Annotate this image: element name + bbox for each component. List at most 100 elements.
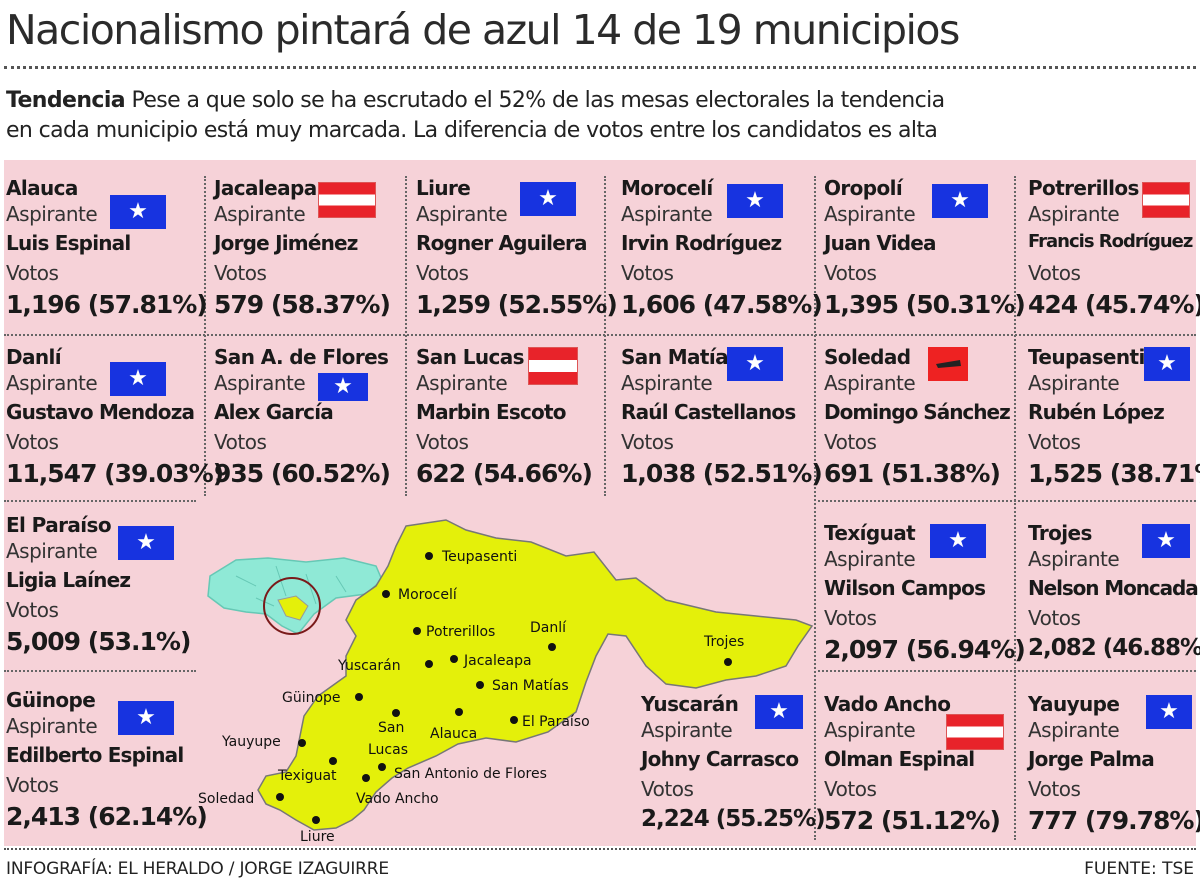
nacional-flag-icon: ★ bbox=[110, 362, 166, 396]
votos-label: Votos bbox=[641, 777, 694, 801]
candidate-name: Johny Carrasco bbox=[641, 747, 799, 771]
votos-label: Votos bbox=[1028, 430, 1081, 454]
column-divider bbox=[204, 176, 206, 496]
votos-label: Votos bbox=[621, 261, 674, 285]
vote-count: 572 (51.12%) bbox=[824, 806, 1001, 835]
candidate-name: Juan Videa bbox=[824, 231, 937, 255]
row-divider bbox=[818, 670, 1196, 672]
vote-count: 1,259 (52.55%) bbox=[416, 290, 618, 319]
map-label: San Matías bbox=[492, 678, 569, 694]
nacional-flag-icon: ★ bbox=[932, 184, 988, 218]
municipality-name: Oropolí bbox=[824, 176, 903, 200]
map-label: Teupasenti bbox=[441, 549, 517, 565]
nacional-flag-icon: ★ bbox=[1146, 695, 1192, 729]
row-divider bbox=[4, 334, 1196, 336]
column-divider bbox=[405, 176, 407, 496]
candidate-name: Alex García bbox=[214, 400, 334, 424]
nacional-flag-icon: ★ bbox=[755, 695, 803, 729]
intro-lead: Tendencia bbox=[6, 88, 126, 113]
municipality-name: Yuscarán bbox=[641, 692, 739, 716]
map-label: Alauca bbox=[430, 726, 477, 742]
liberal-flag-icon bbox=[1142, 182, 1190, 218]
votos-label: Votos bbox=[6, 261, 59, 285]
votos-label: Votos bbox=[621, 430, 674, 454]
votos-label: Votos bbox=[214, 430, 267, 454]
municipality-name: Liure bbox=[416, 176, 471, 200]
candidate-name: Marbin Escoto bbox=[416, 400, 567, 424]
vote-count: 424 (45.74%) bbox=[1028, 290, 1200, 319]
candidate-name: Ligia Laínez bbox=[6, 568, 131, 592]
page-title: Nacionalismo pintará de azul 14 de 19 mu… bbox=[6, 6, 960, 54]
vote-count: 11,547 (39.03%) bbox=[6, 459, 224, 488]
candidate-name: Edilberto Espinal bbox=[6, 743, 184, 767]
candidate-name: Irvin Rodríguez bbox=[621, 231, 782, 255]
votos-label: Votos bbox=[214, 261, 267, 285]
aspirante-label: Aspirante bbox=[621, 202, 713, 226]
map-label: Jacaleapa bbox=[463, 653, 532, 669]
map-label: Soledad bbox=[198, 791, 254, 807]
municipality-name: Danlí bbox=[6, 345, 62, 369]
aspirante-label: Aspirante bbox=[6, 539, 98, 563]
map-label: Güinope bbox=[282, 690, 341, 706]
nacional-flag-icon: ★ bbox=[118, 701, 174, 735]
candidate-name: Olman Espinal bbox=[824, 747, 975, 771]
vote-count: 2,082 (46.88%) bbox=[1028, 635, 1200, 661]
intro-line-2: en cada municipio está muy marcada. La d… bbox=[6, 118, 938, 143]
municipality-name: Jacaleapa bbox=[214, 176, 317, 200]
vote-count: 1,196 (57.81%) bbox=[6, 290, 208, 319]
vote-count: 2,413 (62.14%) bbox=[6, 802, 208, 831]
vote-count: 1,606 (47.58%) bbox=[621, 290, 823, 319]
municipality-name: Vado Ancho bbox=[824, 692, 951, 716]
municipality-name: Güinope bbox=[6, 688, 96, 712]
vote-count: 1,525 (38.71%) bbox=[1028, 459, 1200, 488]
aspirante-label: Aspirante bbox=[214, 371, 306, 395]
aspirante-label: Aspirante bbox=[824, 371, 916, 395]
municipality-name: Soledad bbox=[824, 345, 911, 369]
candidate-name: Jorge Palma bbox=[1028, 747, 1155, 771]
title-divider bbox=[4, 66, 1196, 69]
nacional-flag-icon: ★ bbox=[110, 195, 166, 229]
nacional-flag-icon: ★ bbox=[520, 182, 576, 216]
map-label: Liure bbox=[300, 829, 335, 845]
map-label: Yauyupe bbox=[221, 734, 281, 750]
nacional-flag-icon: ★ bbox=[118, 526, 174, 560]
votos-label: Votos bbox=[1028, 777, 1081, 801]
vote-count: 1,395 (50.31%) bbox=[824, 290, 1026, 319]
map-label: Danlí bbox=[530, 620, 567, 636]
vote-count: 1,038 (52.51%) bbox=[621, 459, 823, 488]
map-label: Lucas bbox=[368, 742, 408, 758]
candidate-name: Rogner Aguilera bbox=[416, 231, 588, 255]
intro-text: Tendencia Pese a que solo se ha escrutad… bbox=[6, 86, 1194, 146]
candidate-name: Luis Espinal bbox=[6, 231, 131, 255]
nacional-flag-icon: ★ bbox=[1144, 347, 1190, 381]
credit: INFOGRAFÍA: EL HERALDO / JORGE IZAGUIRRE bbox=[6, 859, 389, 879]
aspirante-label: Aspirante bbox=[416, 202, 508, 226]
municipality-name: El Paraíso bbox=[6, 513, 112, 537]
aspirante-label: Aspirante bbox=[824, 718, 916, 742]
vote-count: 5,009 (53.1%) bbox=[6, 627, 191, 656]
source: FUENTE: TSE bbox=[1084, 859, 1194, 879]
column-divider bbox=[814, 176, 816, 840]
aspirante-label: Aspirante bbox=[621, 371, 713, 395]
votos-label: Votos bbox=[6, 430, 59, 454]
map-label: Trojes bbox=[703, 634, 744, 650]
aspirante-label: Aspirante bbox=[824, 547, 916, 571]
map-label: San Antonio de Flores bbox=[394, 766, 547, 782]
candidate-name: Wilson Campos bbox=[824, 576, 986, 600]
nacional-flag-icon: ★ bbox=[930, 524, 986, 558]
votos-label: Votos bbox=[824, 261, 877, 285]
municipality-name: Teupasenti bbox=[1028, 345, 1145, 369]
votos-label: Votos bbox=[824, 606, 877, 630]
el-paraiso-map: Teupasenti Morocelí Potrerillos Danlí Tr… bbox=[198, 519, 814, 845]
votos-label: Votos bbox=[6, 773, 59, 797]
vote-count: 2,224 (55.25%) bbox=[641, 806, 826, 832]
municipality-name: Yauyupe bbox=[1028, 692, 1120, 716]
liberal-flag-icon bbox=[946, 714, 1004, 750]
municipality-name: San A. de Flores bbox=[214, 345, 389, 369]
vote-count: 935 (60.52%) bbox=[214, 459, 391, 488]
votos-label: Votos bbox=[1028, 606, 1081, 630]
map-label: Texiguat bbox=[277, 768, 337, 784]
map-label: Vado Ancho bbox=[356, 791, 439, 807]
aspirante-label: Aspirante bbox=[1028, 371, 1120, 395]
vote-count: 579 (58.37%) bbox=[214, 290, 391, 319]
